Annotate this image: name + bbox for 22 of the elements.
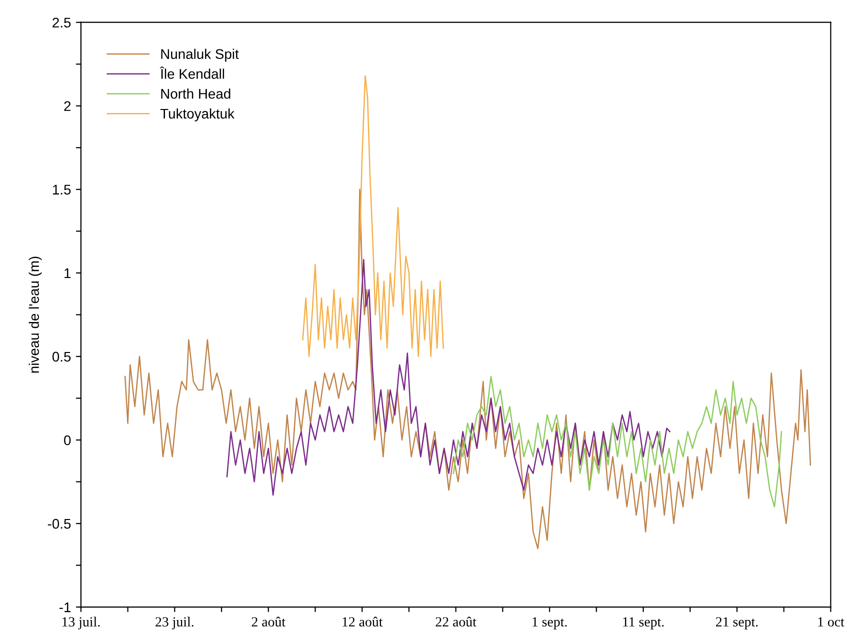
y-tick-label: 1.5 <box>52 184 71 195</box>
x-tick-label: 23 juil. <box>156 616 194 630</box>
x-tick-label: 11 sept. <box>623 617 664 630</box>
x-tick-label: 22 août <box>436 616 476 627</box>
x-tick-label: 2 août <box>252 616 286 627</box>
y-tick-label: -0.5 <box>48 518 71 529</box>
y-tick-label: 2 <box>64 101 71 111</box>
x-tick-label: 12 août <box>342 616 383 627</box>
x-tick-label: 13 juil. <box>62 616 100 630</box>
x-tick-label: 1 sept. <box>532 617 567 630</box>
legend-label: Tuktoyaktuk <box>160 108 234 122</box>
x-tick-label: 21 sept. <box>716 617 758 630</box>
y-tick-label: -1 <box>59 602 71 612</box>
legend-label: Nunaluk Spit <box>161 48 239 62</box>
legend-label: North Head <box>161 88 230 99</box>
legend-label: Île Kendall <box>160 66 224 79</box>
y-tick-label: 0.5 <box>52 352 71 362</box>
x-tick-label: 1 oct <box>818 617 844 627</box>
y-tick-label: 0 <box>64 435 71 446</box>
y-tick-label: 2.5 <box>52 18 71 28</box>
y-axis-title: niveau de l'eau (m) <box>28 256 42 373</box>
y-tick-label: 1 <box>64 268 71 278</box>
